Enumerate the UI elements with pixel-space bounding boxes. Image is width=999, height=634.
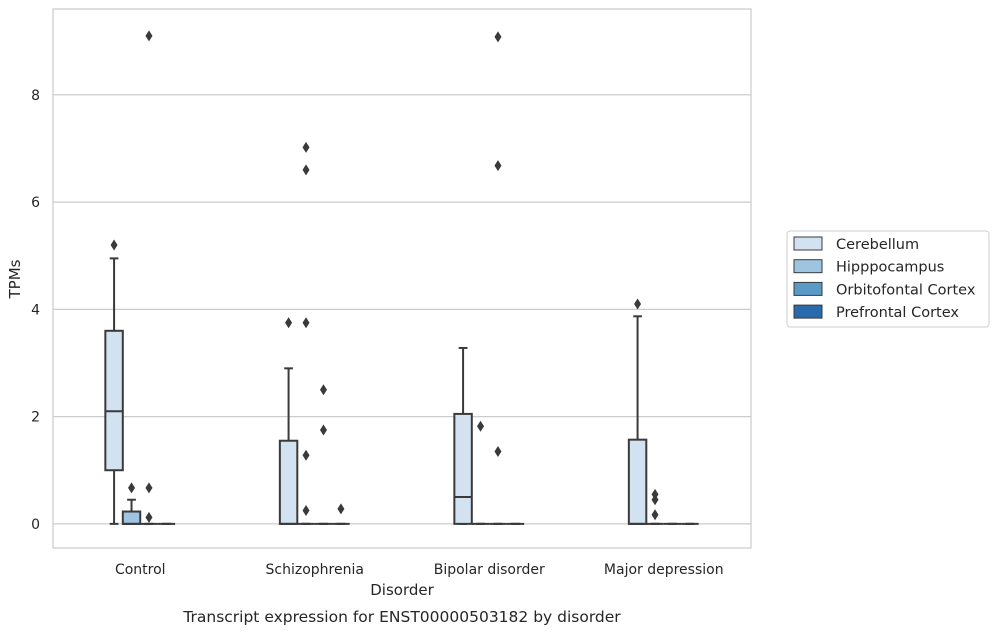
outlier-point <box>302 164 310 176</box>
box-group <box>104 257 124 525</box>
outlier-point <box>302 317 310 329</box>
outlier-point <box>110 239 118 251</box>
y-tick-label: 2 <box>31 410 40 426</box>
box-group <box>121 498 142 525</box>
x-axis-label: Disorder <box>370 581 434 599</box>
x-tick-label: Schizophrenia <box>266 562 364 578</box>
box <box>104 329 124 472</box>
outlier-point <box>145 511 153 523</box>
outlier-point <box>337 503 345 515</box>
outlier-point <box>128 482 136 494</box>
outlier-point <box>651 509 659 521</box>
legend: Cerebellum Hipppocampus Orbitofontal Corte… <box>786 230 990 328</box>
chart-caption: Transcript expression for ENST0000050318… <box>182 608 621 626</box>
legend-swatch <box>793 304 823 319</box>
box <box>121 510 142 525</box>
outlier-point <box>319 384 327 396</box>
box-group <box>453 346 473 525</box>
y-tick-label: 8 <box>31 88 40 104</box>
outlier-point <box>477 420 485 432</box>
y-tick-label: 4 <box>31 302 40 318</box>
outlier-point <box>145 482 153 494</box>
outlier-point <box>302 504 310 516</box>
box <box>278 439 299 525</box>
legend-label: Cerebellum <box>836 237 919 253</box>
y-tick-labels: 0 2 4 6 8 <box>31 88 40 533</box>
boxes-layer <box>104 257 699 525</box>
box-group <box>278 367 299 525</box>
outlier-point <box>285 317 293 329</box>
outlier-point <box>145 30 153 42</box>
outlier-point <box>302 141 310 153</box>
x-tick-label: Bipolar disorder <box>434 562 545 578</box>
outlier-point <box>651 488 659 500</box>
legend-swatch <box>793 281 823 296</box>
box-group <box>627 315 648 525</box>
fliers-layer <box>110 30 659 523</box>
box <box>453 412 473 525</box>
x-tick-label: Major depression <box>604 562 724 578</box>
x-tick-labels: Control Schizophrenia Bipolar disorder Majo… <box>115 562 724 578</box>
outlier-point <box>319 424 327 436</box>
y-tick-label: 6 <box>31 195 40 211</box>
outlier-point <box>634 298 642 310</box>
legend-swatch <box>793 236 823 251</box>
legend-swatch <box>793 259 823 274</box>
legend-label: Prefrontal Cortex <box>836 305 959 321</box>
outlier-point <box>302 449 310 461</box>
outlier-point <box>494 445 502 457</box>
outlier-point <box>494 31 502 43</box>
legend-frame <box>786 230 990 328</box>
outlier-point <box>494 160 502 172</box>
x-tick-label: Control <box>115 562 166 578</box>
legend-label: Orbitofontal Cortex <box>836 282 976 298</box>
y-tick-label: 0 <box>31 517 40 533</box>
plot-frame <box>52 8 752 549</box>
legend-label: Hipppocampus <box>836 260 944 276</box>
box <box>627 438 648 525</box>
y-axis-label: TPMs <box>6 259 24 299</box>
